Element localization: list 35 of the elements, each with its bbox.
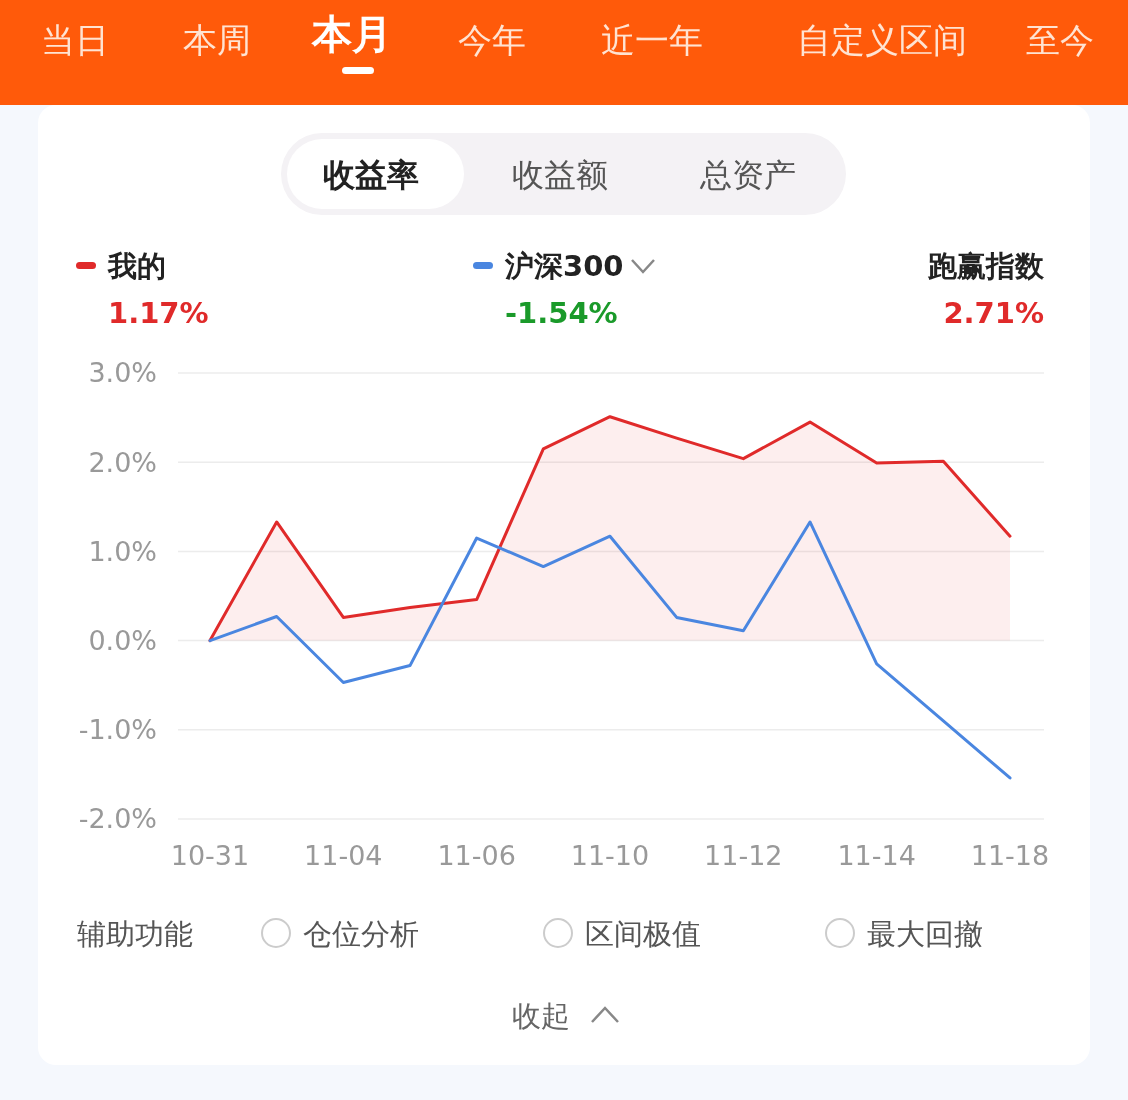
text: 近一年: [601, 20, 703, 60]
text: 收起: [512, 999, 570, 1033]
legend-label: 沪深300: [504, 249, 624, 283]
x-tick-label: 11-04: [304, 840, 383, 871]
text: 总资产: [699, 156, 796, 194]
text: 区间极值: [585, 917, 701, 951]
text: 最大回撤: [867, 917, 983, 951]
text: 2.71%: [943, 296, 1044, 330]
x-tick-label: 11-18: [970, 840, 1050, 871]
text: 本月: [311, 11, 392, 57]
text: 当日: [41, 20, 109, 60]
text: 收益额: [512, 156, 608, 194]
text: 自定义区间: [797, 20, 967, 60]
text: 今年: [458, 20, 526, 60]
text: 收益率: [323, 156, 419, 194]
text: 仓位分析: [303, 917, 419, 951]
text: 跑赢指数: [927, 249, 1045, 283]
y-tick-label: -2.0%: [78, 803, 157, 835]
y-tick-label: 1.0%: [88, 535, 157, 567]
line-series: [208, 520, 1012, 780]
legend-label: 我的: [107, 249, 166, 283]
y-tick-label: 3.0%: [88, 357, 157, 389]
text: 1.17%: [108, 296, 209, 330]
text: 辅助功能: [77, 917, 193, 951]
x-tick-label: 11-10: [570, 840, 650, 871]
x-tick-label: 10-31: [170, 840, 250, 871]
x-tick-label: 11-06: [437, 840, 516, 871]
x-tick-label: 11-14: [837, 840, 916, 871]
y-tick-label: 2.0%: [88, 446, 157, 478]
y-tick-label: -1.0%: [78, 714, 157, 746]
text: -1.54%: [505, 296, 618, 330]
x-tick-label: 11-12: [704, 840, 783, 871]
y-tick-label: 0.0%: [88, 625, 157, 657]
text: 本周: [183, 20, 251, 60]
text: 至今: [1026, 20, 1094, 60]
